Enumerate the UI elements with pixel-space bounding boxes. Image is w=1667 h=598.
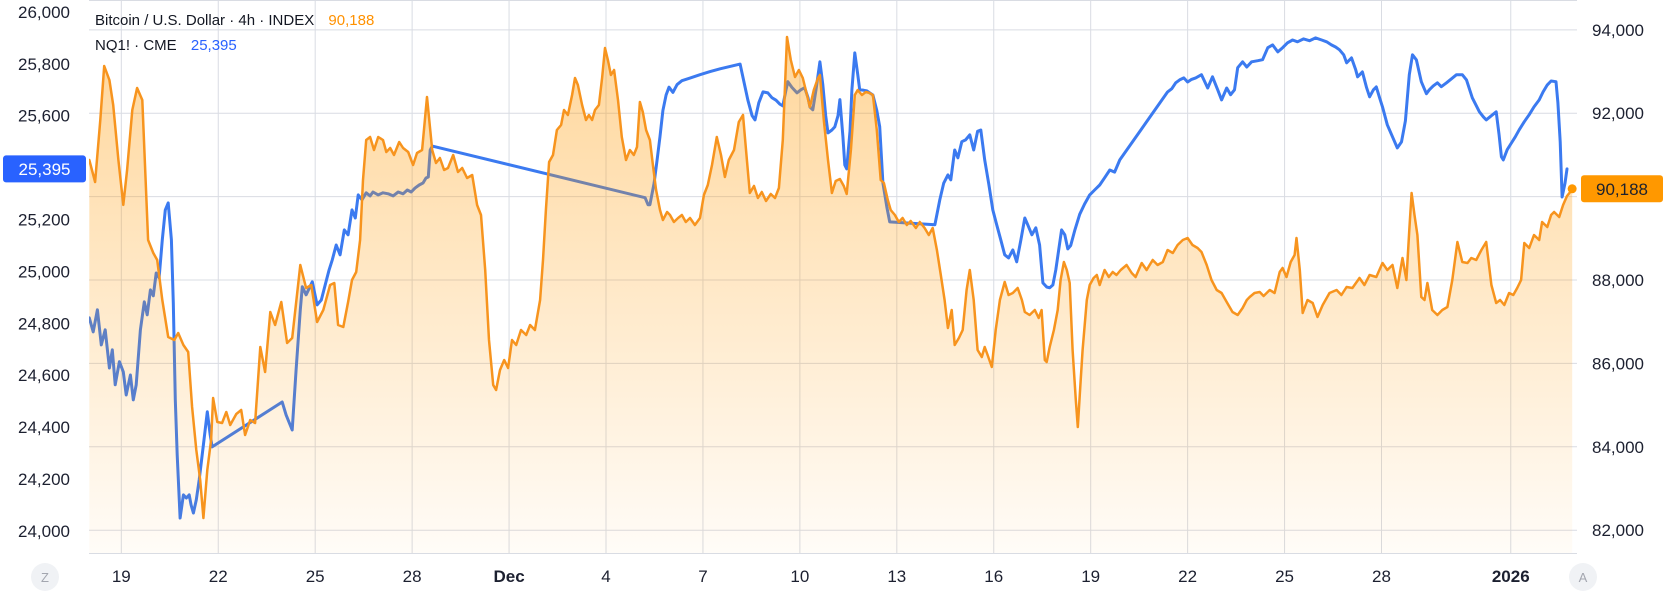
time-scale[interactable]: 19 22 25 28 Dec 4 7 10 13 16 19 22 25 28 2026 xyxy=(112,567,1530,586)
time-axis-tick-label: 16 xyxy=(984,567,1003,586)
right-axis-tick-label: 94,000 xyxy=(1592,21,1644,40)
legend-row-btc[interactable]: Bitcoin / U.S. Dollar · 4h · INDEX 90,18… xyxy=(95,8,374,33)
btc-last-price-dot xyxy=(1567,184,1577,194)
time-axis-tick-label: 4 xyxy=(601,567,610,586)
right-axis-tick-label: 88,000 xyxy=(1592,271,1644,290)
time-axis-tick-label: 22 xyxy=(1178,567,1197,586)
btc-area-fill xyxy=(89,37,1573,553)
left-axis-tick-label: 25,800 xyxy=(18,55,70,74)
legend-value-nq: 25,395 xyxy=(190,37,237,54)
btc-price-badge xyxy=(1581,175,1663,203)
legend-title-nq: NQ1! · CME xyxy=(95,37,177,54)
time-axis-tick-label: 10 xyxy=(790,567,809,586)
z-corner-button[interactable]: Z xyxy=(31,563,59,591)
legend-row-nq[interactable]: NQ1! · CME 25,395 xyxy=(95,33,374,58)
btc-price-badge-text: 90,188 xyxy=(1596,180,1648,199)
left-axis-tick-label: 26,000 xyxy=(18,3,70,22)
legend-title-btc: Bitcoin / U.S. Dollar · 4h · INDEX xyxy=(95,12,315,29)
left-axis-tick-label: 24,400 xyxy=(18,418,70,437)
btc-price-line[interactable] xyxy=(89,35,1574,520)
time-axis-tick-label: 28 xyxy=(1372,567,1391,586)
right-axis-tick-label: 82,000 xyxy=(1592,521,1644,540)
time-axis-tick-label: 13 xyxy=(887,567,906,586)
price-badges: 25,395 90,188 xyxy=(3,155,1663,203)
left-axis-tick-label: 24,200 xyxy=(18,470,70,489)
time-axis-tick-label: 25 xyxy=(1275,567,1294,586)
time-axis-tick-label: 19 xyxy=(112,567,131,586)
a-corner-button[interactable]: A xyxy=(1569,563,1597,591)
right-price-scale[interactable]: 94,000 92,000 88,000 86,000 84,000 82,000 xyxy=(1592,21,1644,540)
time-axis-tick-label: Dec xyxy=(493,567,524,586)
time-axis-tick-label: 22 xyxy=(209,567,228,586)
left-axis-tick-label: 25,000 xyxy=(18,262,70,281)
right-axis-tick-label: 92,000 xyxy=(1592,104,1644,123)
legend: Bitcoin / U.S. Dollar · 4h · INDEX 90,18… xyxy=(95,8,374,58)
time-axis-tick-label: 28 xyxy=(403,567,422,586)
left-price-scale[interactable]: 26,000 25,800 25,600 25,200 25,000 24,800 24,6… xyxy=(18,3,70,541)
time-axis-tick-label: 7 xyxy=(698,567,707,586)
nq-price-badge-text: 25,395 xyxy=(19,160,71,179)
left-axis-tick-label: 24,000 xyxy=(18,522,70,541)
left-axis-tick-label: 25,600 xyxy=(18,107,70,126)
left-axis-tick-label: 24,600 xyxy=(18,366,70,385)
time-axis-tick-label: 19 xyxy=(1081,567,1100,586)
left-axis-tick-label: 25,200 xyxy=(18,211,70,230)
time-axis-tick-label: 2026 xyxy=(1492,567,1530,586)
legend-value-btc: 90,188 xyxy=(328,12,375,29)
nq-price-badge xyxy=(3,155,86,183)
left-axis-tick-label: 24,800 xyxy=(18,314,70,333)
time-axis-tick-label: 25 xyxy=(306,567,325,586)
right-axis-tick-label: 86,000 xyxy=(1592,354,1644,373)
right-axis-tick-label: 84,000 xyxy=(1592,438,1644,457)
